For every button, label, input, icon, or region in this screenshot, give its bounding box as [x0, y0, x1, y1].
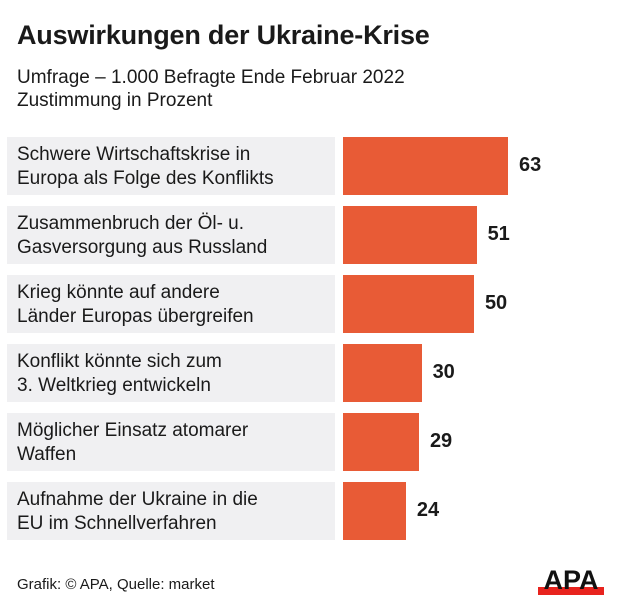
bar	[343, 137, 508, 195]
category-label-line: Zusammenbruch der Öl- u.	[17, 213, 245, 234]
category-label-line: 3. Weltkrieg entwickeln	[17, 374, 211, 396]
data-label: 51	[487, 223, 510, 245]
category-label-line: EU im Schnellverfahren	[17, 512, 217, 534]
category-label-line: Europa als Folge des Konflikts	[17, 167, 274, 189]
category-label: Schwere Wirtschaftskrise in Europa als Fo…	[17, 143, 274, 190]
subtitle-line-1: Umfrage – 1.000 Befragte Ende Februar 20…	[17, 67, 405, 88]
bar	[343, 275, 474, 333]
data-label: 63	[519, 154, 542, 176]
subtitle-line-2: Zustimmung in Prozent	[17, 90, 213, 111]
bar-row: Schwere Wirtschaftskrise in Europa als Fo…	[7, 137, 617, 195]
data-label: 50	[484, 292, 508, 314]
category-label-box: Schwere Wirtschaftskrise in Europa als Fo…	[7, 137, 335, 195]
data-label: 24	[416, 499, 440, 521]
category-label-box: Möglicher Einsatz atomarer Waffen	[7, 413, 335, 471]
category-label: Konflikt könnte sich zum 3. Weltkrieg ent…	[17, 350, 222, 397]
data-label: 30	[432, 361, 455, 383]
category-label-line: Schwere Wirtschaftskrise in	[17, 144, 251, 165]
category-label-line: Länder Europas übergreifen	[17, 305, 254, 327]
source-credit: Grafik: © APA, Quelle: market	[17, 576, 215, 593]
chart-subtitle: Umfrage – 1.000 Befragte Ende Februar 20…	[17, 66, 405, 112]
category-label-line: Möglicher Einsatz atomarer	[17, 420, 249, 441]
logo-text: APA	[543, 566, 598, 595]
bar-row: Zusammenbruch der Öl- u. Gasversorgung au…	[7, 206, 617, 264]
category-label-box: Konflikt könnte sich zum 3. Weltkrieg ent…	[7, 344, 335, 402]
category-label: Krieg könnte auf andere Länder Europas üb…	[17, 281, 254, 328]
category-label: Möglicher Einsatz atomarer Waffen	[17, 419, 248, 466]
bar	[343, 206, 477, 264]
category-label-line: Aufnahme der Ukraine in die	[17, 489, 258, 510]
bar	[343, 413, 419, 471]
apa-logo: APA	[538, 566, 604, 595]
category-label-line: Konflikt könnte sich zum	[17, 351, 222, 372]
category-label-line: Krieg könnte auf andere	[17, 282, 220, 303]
category-label-line: Gasversorgung aus Russland	[17, 236, 268, 258]
bar-row: Möglicher Einsatz atomarer Waffen 29	[7, 413, 617, 471]
bar	[343, 482, 406, 540]
category-label: Zusammenbruch der Öl- u. Gasversorgung au…	[17, 212, 267, 259]
logo-red-band	[538, 587, 604, 595]
bar	[343, 344, 422, 402]
data-label: 29	[429, 430, 453, 452]
category-label-line: Waffen	[17, 443, 77, 465]
category-label-box: Krieg könnte auf andere Länder Europas üb…	[7, 275, 335, 333]
bar-row: Konflikt könnte sich zum 3. Weltkrieg ent…	[7, 344, 617, 402]
category-label-box: Zusammenbruch der Öl- u. Gasversorgung au…	[7, 206, 335, 264]
chart-title: Auswirkungen der Ukraine-Krise	[17, 20, 430, 50]
bar-row: Aufnahme der Ukraine in die EU im Schnell…	[7, 482, 617, 540]
bar-row: Krieg könnte auf andere Länder Europas üb…	[7, 275, 617, 333]
category-label-box: Aufnahme der Ukraine in die EU im Schnell…	[7, 482, 335, 540]
category-label: Aufnahme der Ukraine in die EU im Schnell…	[17, 488, 258, 535]
